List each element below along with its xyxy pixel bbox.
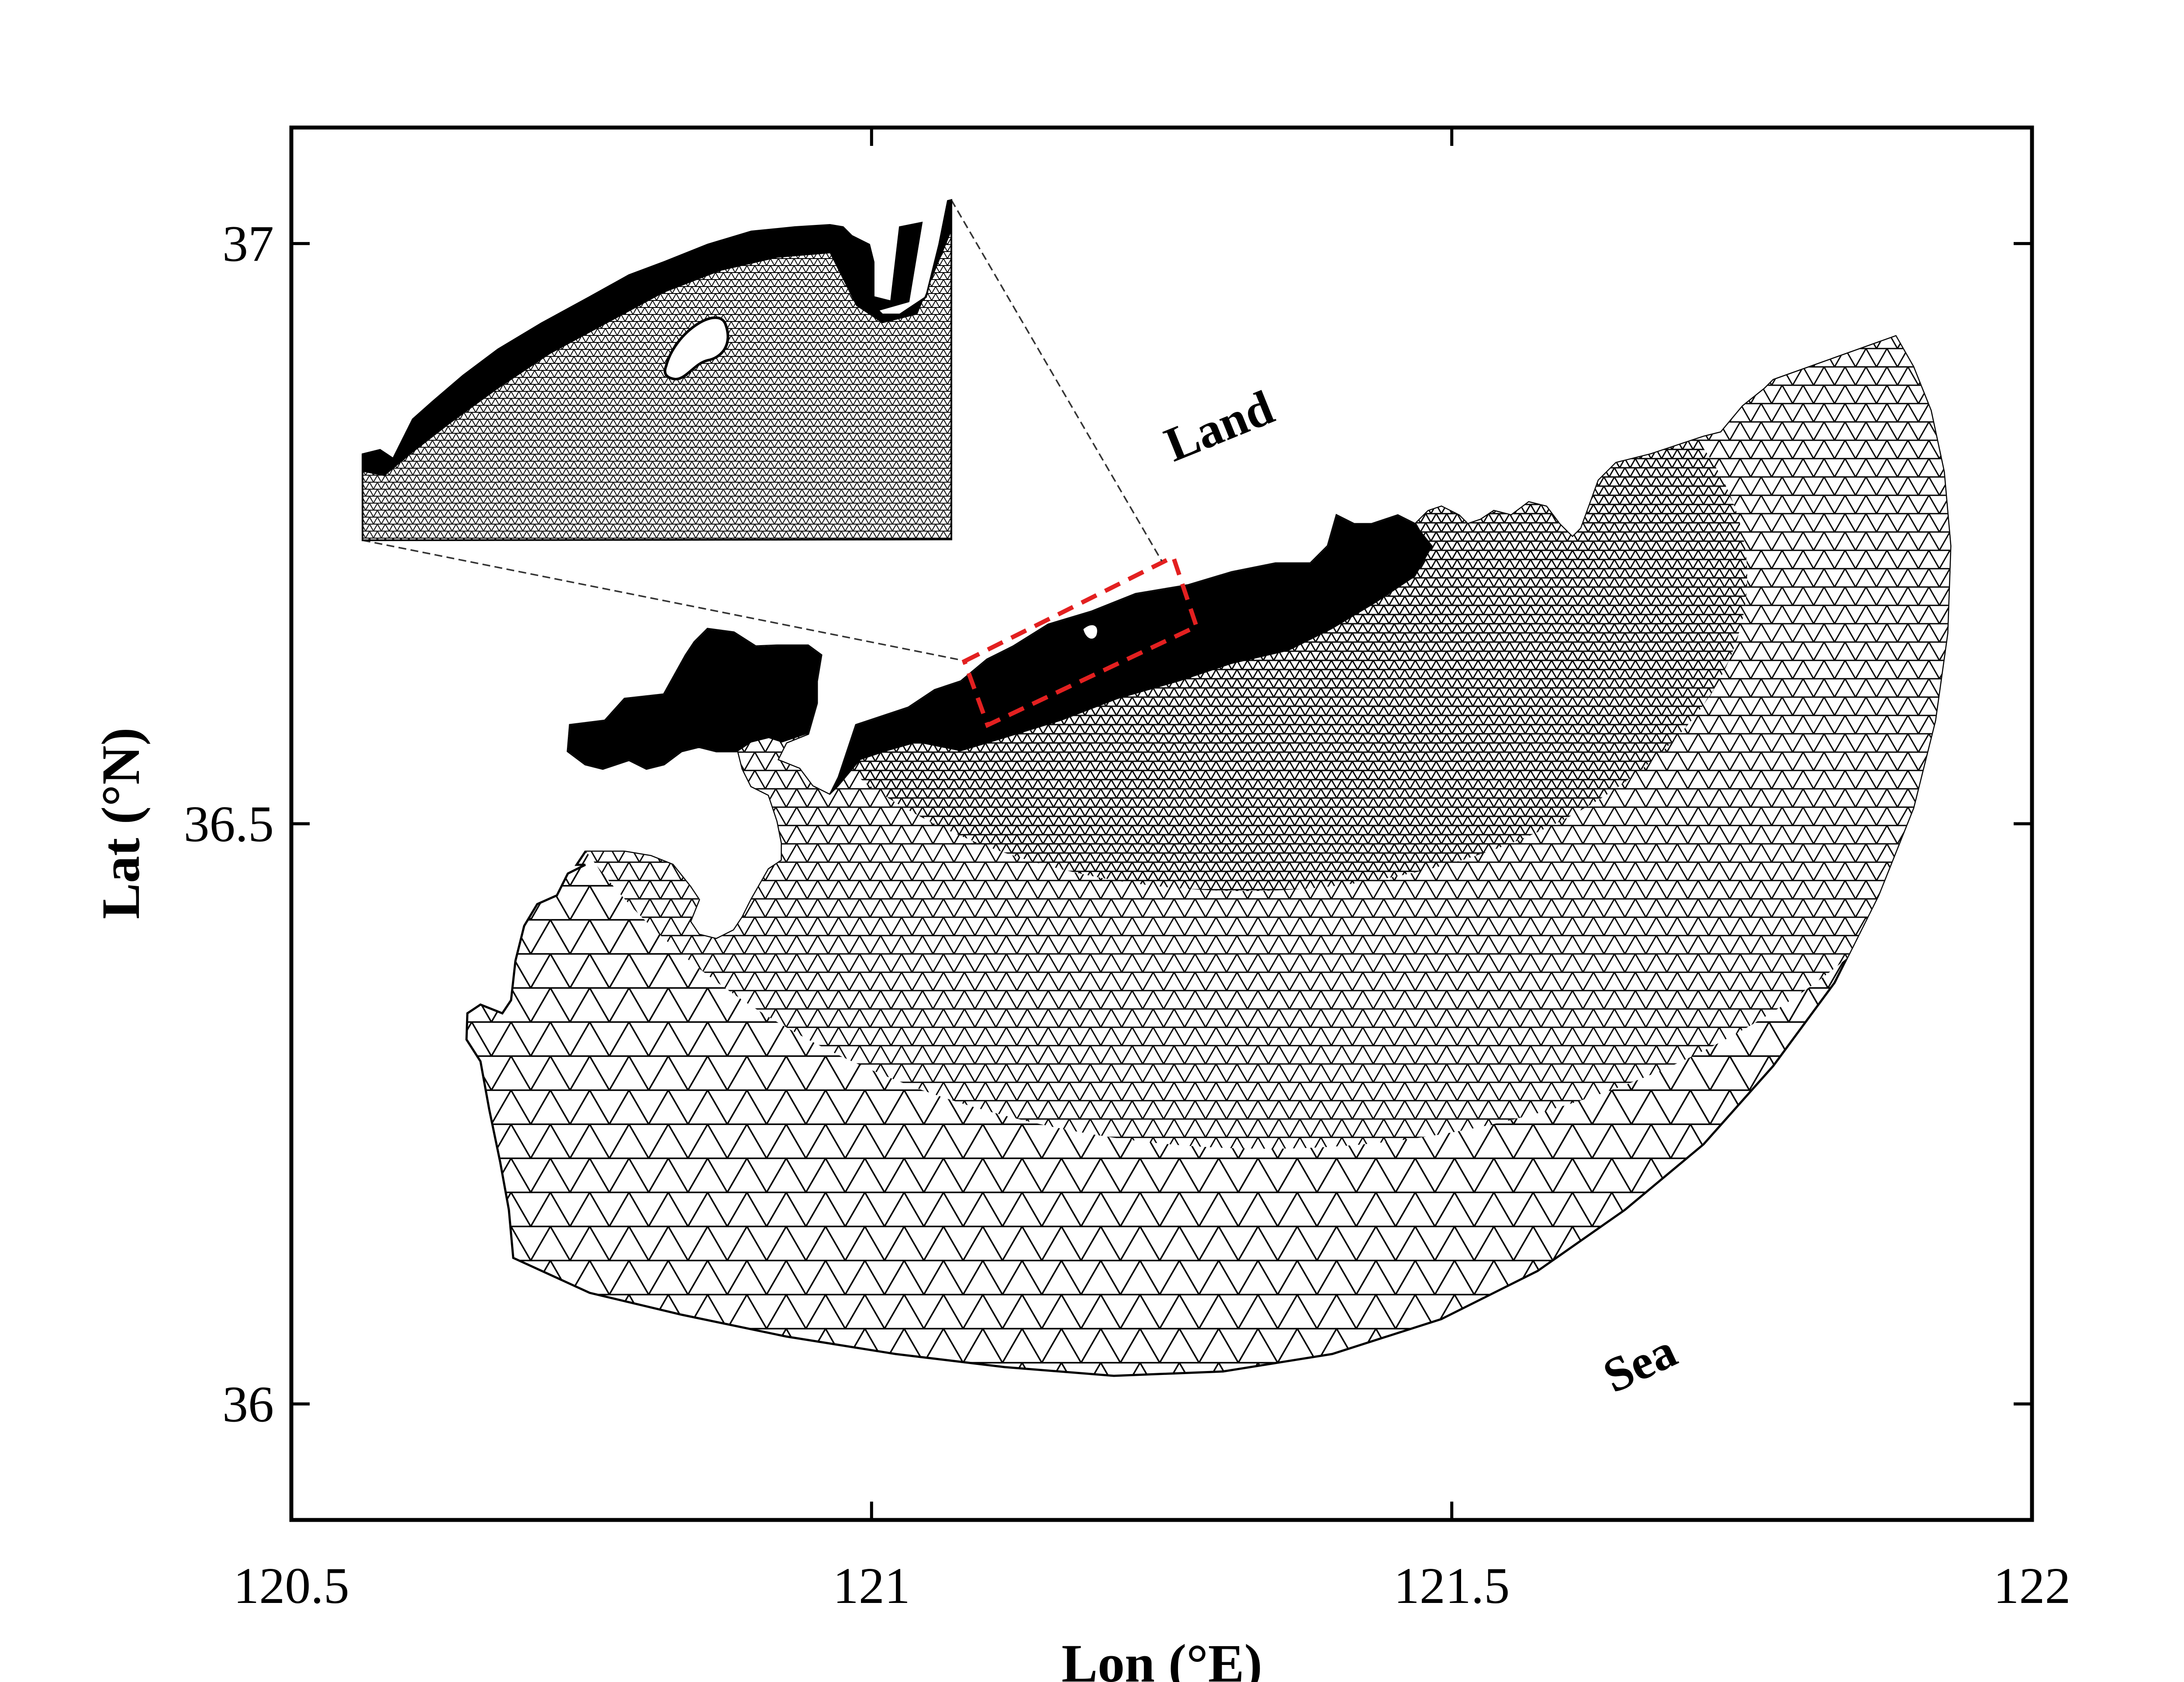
inset-zoomed-mesh: [362, 199, 952, 542]
island-hole: [1081, 623, 1099, 641]
x-axis-ticks: 120.5 121 121.5 122: [233, 128, 2071, 1614]
x-tick-label: 121: [833, 1557, 910, 1614]
connector-upper: [950, 200, 1163, 562]
x-tick-label: 121.5: [1394, 1557, 1510, 1614]
y-tick-label: 36: [222, 1375, 274, 1433]
zoom-box: [961, 553, 1199, 729]
y-tick-label: 37: [222, 215, 274, 273]
y-axis-ticks: 36 36.5 37: [184, 215, 2032, 1433]
dense-nearshore-mesh: [568, 515, 1433, 795]
y-axis-title: Lat (°N): [91, 728, 151, 919]
y-tick-label: 36.5: [184, 795, 274, 853]
x-tick-label: 120.5: [233, 1557, 349, 1614]
x-tick-label: 122: [1994, 1557, 2071, 1614]
land-label: Land: [1158, 380, 1281, 472]
inset-island-hole: [663, 316, 729, 380]
mesh-domain: [465, 335, 1952, 1377]
sea-label: Sea: [1595, 1323, 1685, 1403]
x-axis-title: Lon (°E): [1061, 1634, 1262, 1682]
connector-lower: [362, 539, 959, 660]
inset-connectors: [362, 200, 1163, 660]
